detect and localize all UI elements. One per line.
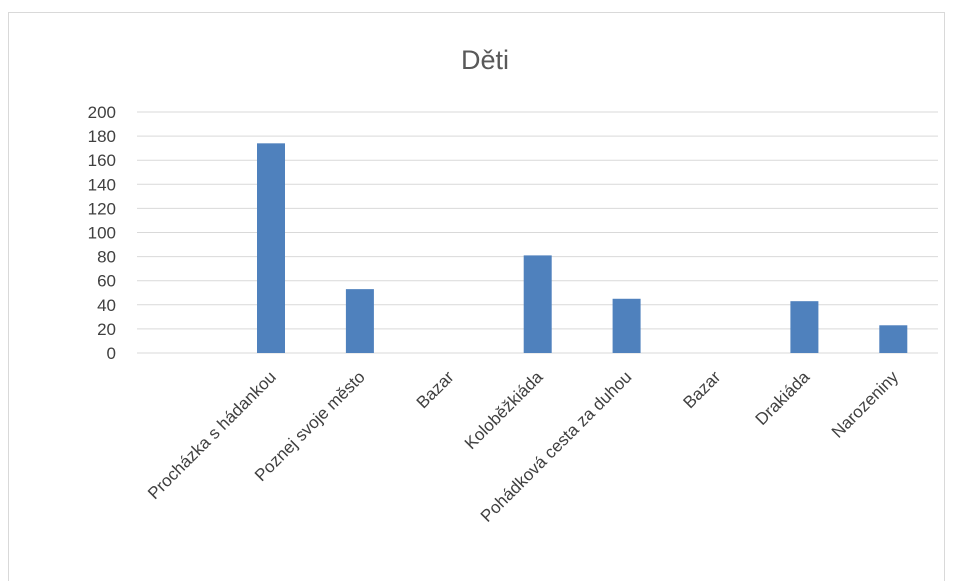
bar [612, 298, 641, 353]
y-tick-label: 40 [97, 296, 116, 315]
x-category-label: Bazar [413, 367, 458, 412]
chart-title: Děti [461, 45, 509, 75]
y-tick-label: 200 [88, 103, 116, 122]
y-tick-label: 100 [88, 224, 116, 243]
x-category-label: Drakiáda [752, 367, 814, 429]
x-category-label: Narozeniny [828, 367, 903, 442]
bar [523, 255, 552, 353]
y-tick-label: 160 [88, 151, 116, 170]
bar [257, 143, 285, 353]
y-tick-label: 140 [88, 175, 116, 194]
bar [790, 301, 819, 353]
y-tick-label: 120 [88, 199, 116, 218]
x-category-label: Bazar [679, 367, 724, 412]
bar [879, 325, 908, 353]
x-category-label: Pohádková cesta za duhou [477, 367, 635, 525]
y-tick-label: 20 [97, 320, 116, 339]
y-tick-label: 180 [88, 127, 116, 146]
x-category-label: Procházka s hádankou [144, 367, 280, 503]
chart-frame [8, 12, 945, 581]
bar [345, 289, 374, 353]
bars [257, 143, 908, 353]
y-tick-label: 80 [97, 248, 116, 267]
y-tick-label: 0 [107, 344, 116, 363]
y-tick-label: 60 [97, 272, 116, 291]
x-category-label: Koloběžkiáda [461, 367, 547, 453]
y-axis-ticks: 0 20 40 60 80 100 120 140 160 180 200 [88, 103, 116, 363]
